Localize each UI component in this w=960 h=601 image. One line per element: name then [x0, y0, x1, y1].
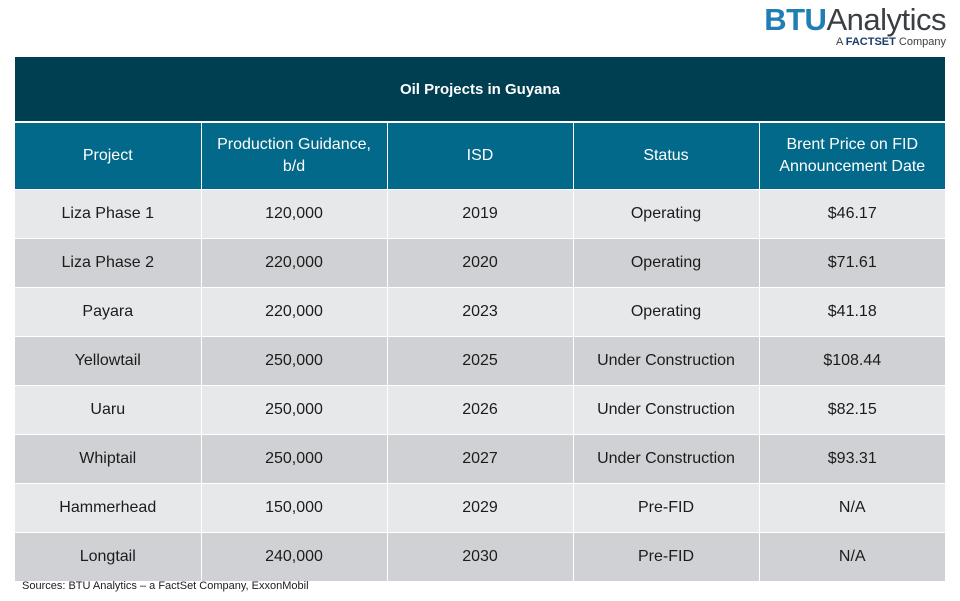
source-note: Sources: BTU Analytics – a FactSet Compa…: [22, 580, 309, 592]
table-row: Liza Phase 1 120,000 2019 Operating $46.17: [15, 189, 945, 239]
cell-production-guidance: 250,000: [201, 336, 388, 386]
cell-project: Hammerhead: [15, 483, 202, 533]
table-row: Uaru 250,000 2026 Under Construction $82.15: [15, 385, 945, 435]
cell-project: Longtail: [15, 532, 202, 581]
cell-project: Liza Phase 1: [15, 189, 202, 239]
table-body: Liza Phase 1 120,000 2019 Operating $46.17 Li…: [15, 189, 945, 581]
cell-brent-price: $71.61: [759, 238, 945, 288]
cell-isd: 2025: [387, 336, 574, 386]
cell-status: Pre-FID: [573, 483, 760, 533]
header-row: Project Production Guidance, b/d ISD Status…: [15, 123, 945, 190]
cell-brent-price: $93.31: [759, 434, 945, 484]
cell-status: Operating: [573, 189, 760, 239]
cell-isd: 2029: [387, 483, 574, 533]
logo-wordmark: BTUAnalytics: [764, 4, 946, 35]
column-header-project: Project: [15, 123, 202, 190]
logo-brand: BTU: [764, 2, 827, 37]
column-header-isd: ISD: [387, 123, 574, 190]
logo-tagline: A FACTSET Company: [764, 37, 946, 48]
cell-production-guidance: 240,000: [201, 532, 388, 581]
btu-analytics-logo: BTUAnalytics A FACTSET Company: [764, 4, 946, 48]
cell-brent-price: $108.44: [759, 336, 945, 386]
cell-isd: 2020: [387, 238, 574, 288]
cell-isd: 2023: [387, 287, 574, 337]
table-row: Payara 220,000 2023 Operating $41.18: [15, 287, 945, 337]
cell-status: Under Construction: [573, 434, 760, 484]
cell-status: Pre-FID: [573, 532, 760, 581]
cell-project: Uaru: [15, 385, 202, 435]
cell-production-guidance: 250,000: [201, 385, 388, 435]
column-header-brent-price: Brent Price on FID Announcement Date: [759, 123, 945, 190]
cell-brent-price: N/A: [759, 483, 945, 533]
cell-project: Payara: [15, 287, 202, 337]
logo-tagline-suffix: Company: [898, 36, 946, 48]
logo-product: Analytics: [826, 2, 946, 37]
cell-production-guidance: 120,000: [201, 189, 388, 239]
oil-projects-table: Project Production Guidance, b/d ISD Status…: [15, 123, 945, 581]
cell-isd: 2030: [387, 532, 574, 581]
logo-tagline-prefix: A: [835, 36, 843, 48]
column-header-status: Status: [573, 123, 760, 190]
cell-project: Whiptail: [15, 434, 202, 484]
cell-project: Yellowtail: [15, 336, 202, 386]
cell-status: Under Construction: [573, 336, 760, 386]
column-header-production-guidance: Production Guidance, b/d: [201, 123, 388, 190]
table-row: Longtail 240,000 2030 Pre-FID N/A: [15, 532, 945, 581]
table-row: Hammerhead 150,000 2029 Pre-FID N/A: [15, 483, 945, 533]
cell-project: Liza Phase 2: [15, 238, 202, 288]
cell-status: Under Construction: [573, 385, 760, 435]
cell-production-guidance: 150,000: [201, 483, 388, 533]
table-title: Oil Projects in Guyana: [15, 57, 945, 121]
cell-status: Operating: [573, 238, 760, 288]
cell-brent-price: $46.17: [759, 189, 945, 239]
table-row: Liza Phase 2 220,000 2020 Operating $71.61: [15, 238, 945, 288]
cell-brent-price: N/A: [759, 532, 945, 581]
cell-isd: 2026: [387, 385, 574, 435]
cell-production-guidance: 250,000: [201, 434, 388, 484]
cell-isd: 2019: [387, 189, 574, 239]
table-row: Yellowtail 250,000 2025 Under Construction $…: [15, 336, 945, 386]
cell-production-guidance: 220,000: [201, 238, 388, 288]
cell-brent-price: $41.18: [759, 287, 945, 337]
cell-brent-price: $82.15: [759, 385, 945, 435]
cell-status: Operating: [573, 287, 760, 337]
logo-tagline-brand: FACTSET: [845, 36, 896, 48]
table-row: Whiptail 250,000 2027 Under Construction $93…: [15, 434, 945, 484]
cell-isd: 2027: [387, 434, 574, 484]
cell-production-guidance: 220,000: [201, 287, 388, 337]
